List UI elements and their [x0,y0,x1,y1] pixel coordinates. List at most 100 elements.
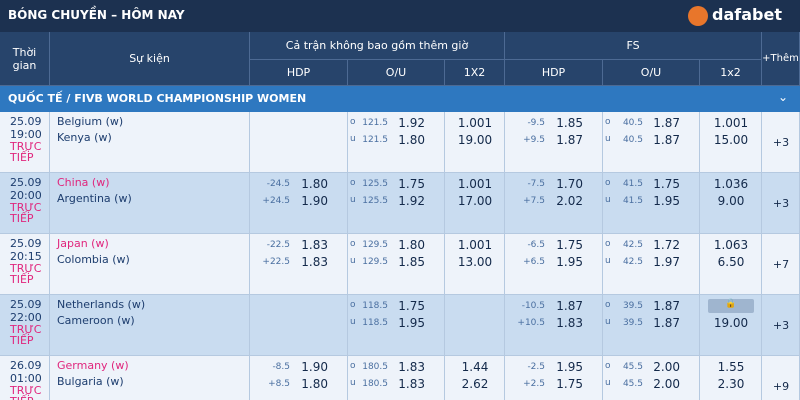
row [0,112,800,173]
cell-border [505,356,603,400]
odds[interactable]: 1.95 [556,360,583,374]
live: TRỰC TIẾP [10,262,42,286]
cell-border [50,295,250,356]
odds[interactable]: 1.001 [457,116,493,130]
cell-border [50,356,250,400]
ou-line: 180.5 [362,379,388,389]
odds[interactable]: 1.80 [301,377,328,391]
odds[interactable]: 1.063 [713,238,749,252]
cell-border [348,112,445,173]
odds[interactable]: 1.44 [461,360,489,374]
odds[interactable]: 1.70 [556,177,583,191]
away-team[interactable]: Bulgaria (w) [57,375,124,388]
odds[interactable]: 2.00 [653,360,680,374]
odds[interactable]: 2.62 [461,377,489,391]
odds[interactable]: 1.001 [457,177,493,191]
odds[interactable]: 17.00 [457,194,493,208]
lock: 🔒 [708,299,754,313]
chevron[interactable]: ⌄ [778,90,789,104]
more-markets[interactable]: +3 [772,197,790,210]
odds[interactable]: 1.90 [301,194,328,208]
odds[interactable]: 13.00 [457,255,493,269]
handicap-line: -10.5 [521,301,545,311]
odds[interactable]: 1.83 [301,238,328,252]
home-team[interactable]: Germany (w) [57,359,129,372]
sub-header: 1x2 [700,60,762,86]
cell-border [0,112,50,173]
odds[interactable]: 1.97 [653,255,680,269]
odds[interactable]: 1.87 [556,299,583,313]
odds[interactable]: 15.00 [713,133,749,147]
cell-border [348,356,445,400]
odds[interactable]: 1.80 [398,238,425,252]
more-markets[interactable]: +3 [772,136,790,149]
odds[interactable]: 2.00 [653,377,680,391]
away-team[interactable]: Colombia (w) [57,253,130,266]
odds[interactable]: 2.02 [556,194,583,208]
odds[interactable]: 1.92 [398,116,425,130]
odds[interactable]: 1.75 [556,238,583,252]
odds[interactable]: 1.75 [653,177,680,191]
ou-line: 42.5 [622,240,643,250]
odds[interactable]: 1.87 [653,316,680,330]
cell-border [445,112,505,173]
ou-line: 129.5 [362,257,388,267]
odds[interactable]: 1.83 [398,377,425,391]
odds[interactable]: 1.83 [398,360,425,374]
more-markets[interactable]: +3 [772,319,790,332]
sub-header: HDP [250,60,348,86]
home-team[interactable]: Japan (w) [57,237,109,250]
title-bar [0,0,800,32]
cell-border [445,295,505,356]
more-markets[interactable]: +7 [772,258,790,271]
odds[interactable]: 1.75 [398,177,425,191]
home-team[interactable]: China (w) [57,176,110,189]
odds[interactable]: 1.87 [653,133,680,147]
odds[interactable]: 1.83 [301,255,328,269]
odds[interactable]: 1.87 [653,116,680,130]
odds[interactable]: 1.87 [653,299,680,313]
odds[interactable]: 19.00 [713,316,749,330]
odds[interactable]: 1.90 [301,360,328,374]
odds[interactable]: 1.95 [398,316,425,330]
handicap-line: +7.5 [523,196,545,206]
odds[interactable]: 1.95 [653,194,680,208]
more-markets[interactable]: +9 [772,380,790,393]
away-team[interactable]: Argentina (w) [57,192,132,205]
odds[interactable]: 9.00 [717,194,745,208]
ou-line: 41.5 [622,196,643,206]
odds[interactable]: 1.85 [556,116,583,130]
odds[interactable]: 1.75 [398,299,425,313]
odds[interactable]: 19.00 [457,133,493,147]
odds[interactable]: 1.95 [556,255,583,269]
odds[interactable]: 1.001 [457,238,493,252]
odds[interactable]: 1.92 [398,194,425,208]
odds[interactable]: 1.001 [713,116,749,130]
odds[interactable]: 1.80 [398,133,425,147]
away-team[interactable]: Kenya (w) [57,131,112,144]
odds[interactable]: 1.87 [556,133,583,147]
home-team[interactable]: Belgium (w) [57,115,124,128]
odds[interactable]: 1.80 [301,177,328,191]
home-team[interactable]: Netherlands (w) [57,298,146,311]
cell-border [0,234,50,295]
odds[interactable]: 1.83 [556,316,583,330]
league-bar[interactable] [0,86,800,112]
odds[interactable]: 1.85 [398,255,425,269]
cell-border [445,356,505,400]
away-team[interactable]: Cameroon (w) [57,314,135,327]
odds[interactable]: 1.72 [653,238,680,252]
odds[interactable]: 6.50 [717,255,745,269]
ou-side: o [350,239,356,249]
ou-line: 121.5 [362,118,388,128]
ou-line: 39.5 [622,318,643,328]
cell-border [250,295,348,356]
cell-border [700,234,762,295]
odds[interactable]: 1.036 [713,177,749,191]
ou-side: o [605,178,611,188]
odds[interactable]: 2.30 [717,377,745,391]
logo[interactable]: dafabet [712,5,782,24]
date: 25.09 [10,237,42,250]
odds[interactable]: 1.55 [717,360,745,374]
odds[interactable]: 1.75 [556,377,583,391]
